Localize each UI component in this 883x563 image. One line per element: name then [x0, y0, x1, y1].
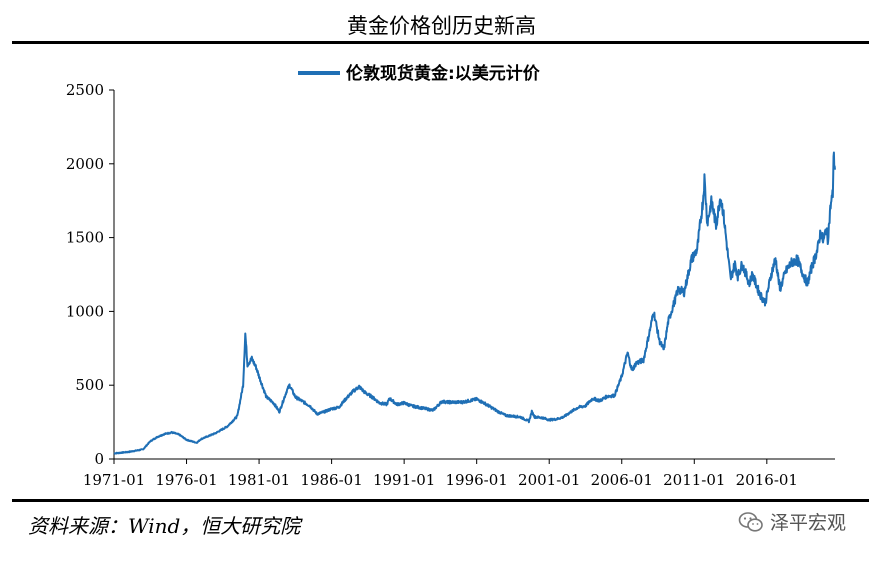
y-tick-label: 0	[94, 450, 104, 468]
y-tick-label: 500	[75, 376, 104, 394]
y-tick-label: 2000	[66, 155, 104, 173]
x-tick-label: 1991-01	[373, 471, 435, 489]
x-tick-label: 1971-01	[83, 471, 145, 489]
legend: 伦敦现货黄金:以美元计价	[298, 63, 541, 84]
watermark: 泽平宏观	[738, 508, 846, 535]
x-tick-label: 1986-01	[300, 471, 362, 489]
x-tick-label: 1976-01	[155, 471, 217, 489]
y-tick-label: 1500	[66, 229, 104, 247]
series-line-gold-price	[113, 151, 836, 455]
x-tick-label: 2011-01	[663, 471, 725, 489]
source-note: 资料来源：Wind，恒大研究院	[28, 514, 301, 538]
x-tick-label: 2001-01	[518, 471, 580, 489]
series-group	[113, 151, 836, 455]
y-axis-ticks: 0 500 1000 1500 2000 2500	[66, 81, 114, 468]
watermark-label: 泽平宏观	[770, 512, 847, 534]
y-tick-label: 2500	[66, 81, 104, 99]
page-title: 黄金价格创历史新高	[347, 14, 536, 38]
bottom-rule	[12, 499, 869, 502]
axes	[113, 90, 835, 460]
wechat-icon	[738, 511, 763, 532]
x-tick-label: 1981-01	[228, 471, 290, 489]
x-tick-label: 1996-01	[446, 471, 508, 489]
x-tick-label: 2006-01	[591, 471, 653, 489]
y-tick-label: 1000	[66, 302, 104, 320]
legend-label: 伦敦现货黄金:以美元计价	[346, 63, 541, 84]
x-tick-label: 2016-01	[736, 471, 798, 489]
top-rule	[12, 41, 869, 44]
x-axis-ticks: 1971-01 1976-01 1981-01 1986-01 1991-01 1996-…	[83, 459, 798, 489]
